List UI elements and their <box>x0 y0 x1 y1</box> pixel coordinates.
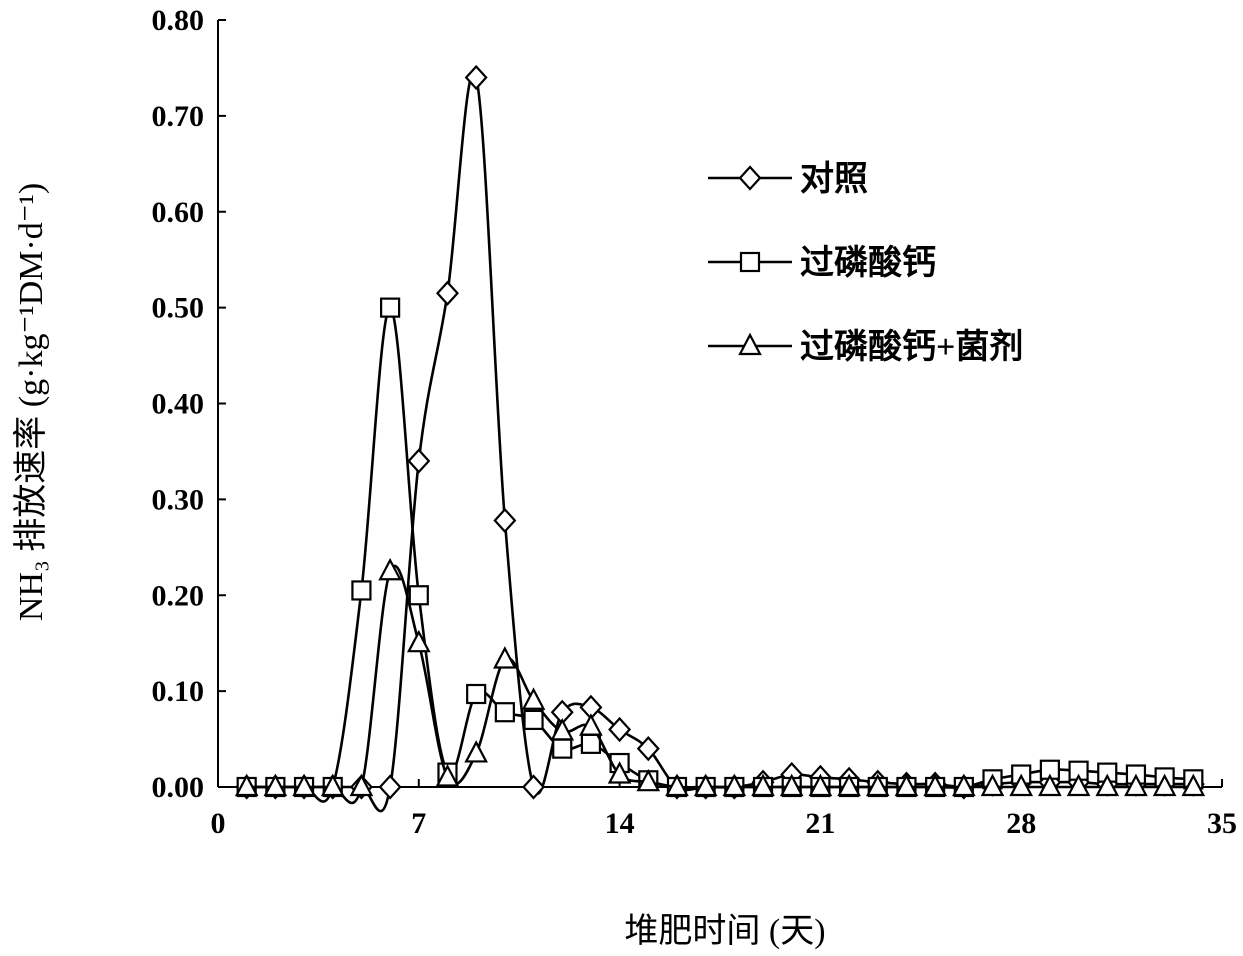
x-tick-label: 7 <box>411 807 426 840</box>
data-point-triangle <box>1066 773 1091 797</box>
data-point-diamond <box>636 736 660 762</box>
data-point-triangle <box>292 773 316 797</box>
data-point-triangle <box>521 687 546 710</box>
data-point-triangle <box>464 740 488 763</box>
data-point-triangle <box>263 773 288 797</box>
x-tick-label: 28 <box>1006 807 1036 840</box>
data-point-square <box>580 733 602 754</box>
data-point-triangle <box>1038 773 1062 797</box>
legend-marker-square <box>739 251 761 273</box>
data-point-triangle <box>693 773 718 797</box>
data-point-diamond <box>435 280 459 306</box>
x-axis-title: 堆肥时间 (天) <box>624 913 825 950</box>
data-point-triangle <box>493 646 517 669</box>
legend-label-square: 过磷酸钙 <box>800 244 936 282</box>
data-point-triangle <box>636 768 661 792</box>
data-point-triangle <box>1124 773 1148 797</box>
data-point-triangle <box>722 773 747 797</box>
y-tick-label: 0.70 <box>152 100 205 133</box>
data-point-triangle <box>779 773 804 797</box>
series-layer <box>234 64 1206 813</box>
data-point-diamond <box>608 716 632 743</box>
x-tick-label: 0 <box>211 807 226 840</box>
ticks: 0.00 0.10 0.20 0.30 0.40 0.50 0.60 0.70 0.80 0 7 14… <box>152 4 1238 840</box>
legend-marker-diamond <box>738 165 762 191</box>
data-point-triangle <box>952 773 976 797</box>
y-tick-label: 0.00 <box>152 771 205 804</box>
data-point-square <box>408 585 429 606</box>
series-triangle <box>234 557 1206 805</box>
data-point-triangle <box>980 773 1005 797</box>
y-tick-label: 0.50 <box>152 292 205 325</box>
data-point-triangle <box>865 773 890 797</box>
x-tick-label: 14 <box>605 807 635 840</box>
data-point-diamond <box>378 774 402 800</box>
data-point-triangle <box>1152 773 1177 797</box>
data-point-triangle <box>320 773 345 797</box>
data-point-triangle <box>378 557 402 581</box>
data-point-triangle <box>837 773 861 797</box>
legend-label-diamond: 对照 <box>800 160 868 198</box>
data-point-triangle <box>435 764 460 787</box>
data-point-triangle <box>406 629 431 653</box>
data-point-diamond <box>464 64 488 91</box>
data-point-triangle <box>550 718 575 741</box>
x-tick-label: 21 <box>805 807 835 840</box>
data-point-diamond <box>493 507 517 534</box>
series-line-square <box>246 306 1194 803</box>
data-point-square <box>494 702 515 723</box>
data-point-diamond <box>522 774 546 800</box>
data-point-diamond <box>407 448 431 474</box>
data-point-square <box>351 580 372 601</box>
legend-label-triangle: 过磷酸钙+菌剂 <box>800 328 1023 366</box>
data-point-square <box>466 683 487 705</box>
x-tick-label: 35 <box>1207 807 1237 840</box>
y-tick-label: 0.30 <box>152 483 205 516</box>
data-point-triangle <box>894 773 919 797</box>
data-point-triangle <box>751 773 775 797</box>
y-tick-label: 0.40 <box>152 388 205 421</box>
data-point-square <box>380 297 401 318</box>
y-tick-label: 0.60 <box>152 196 205 229</box>
y-axis-title: NH₃ 排放速率 (g·kg⁻¹DM·d⁻¹) <box>12 183 50 621</box>
legend-marker-triangle <box>738 332 762 356</box>
data-point-triangle <box>923 773 947 797</box>
data-point-triangle <box>808 773 833 797</box>
data-point-triangle <box>234 773 259 797</box>
data-point-triangle <box>607 761 632 784</box>
data-point-square <box>552 738 573 759</box>
data-point-square <box>523 709 544 730</box>
data-point-triangle <box>349 773 374 797</box>
axes <box>217 20 1222 788</box>
data-point-triangle <box>1181 773 1206 797</box>
y-tick-label: 0.20 <box>152 579 205 612</box>
data-point-triangle <box>1009 773 1034 797</box>
data-point-triangle <box>665 773 689 797</box>
y-tick-label: 0.80 <box>152 4 205 37</box>
data-point-triangle <box>579 713 603 736</box>
y-tick-label: 0.10 <box>152 675 205 708</box>
series-line-diamond <box>246 71 1194 813</box>
data-point-triangle <box>1095 773 1120 797</box>
series-square <box>236 297 1204 803</box>
